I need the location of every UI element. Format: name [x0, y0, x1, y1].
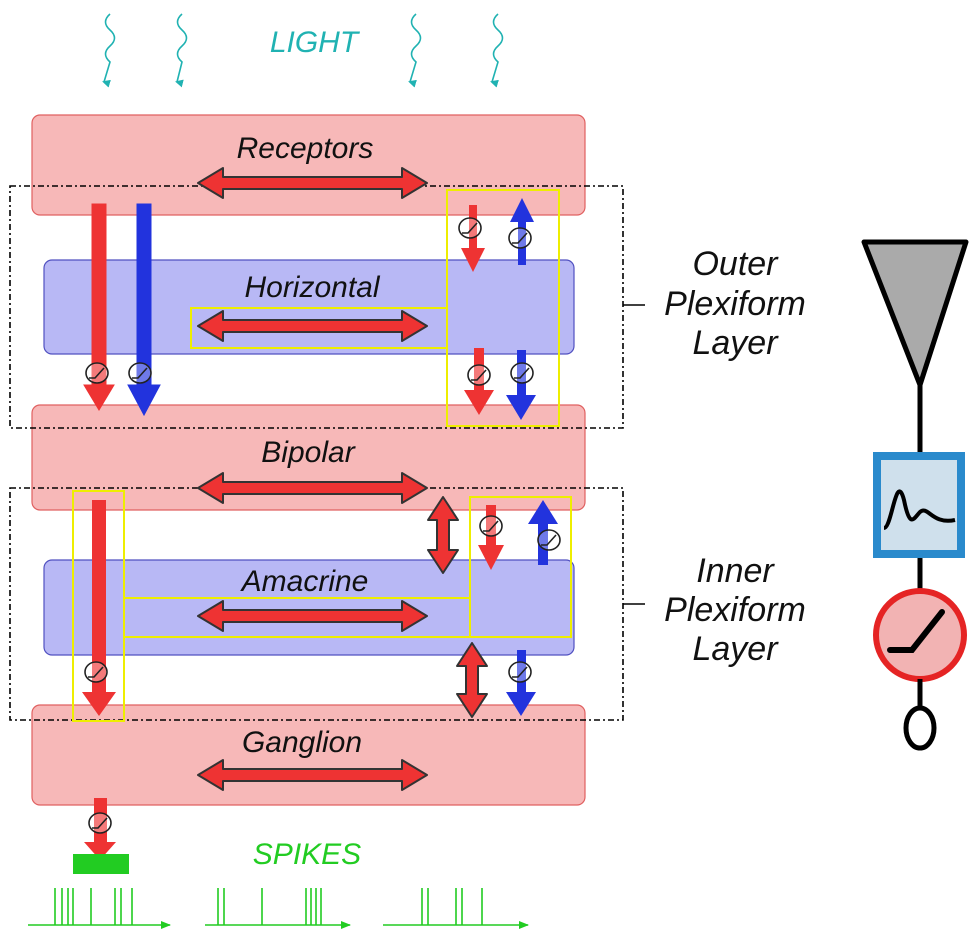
synapse-boxes [72, 189, 572, 722]
svg-text:Outer: Outer [692, 245, 779, 283]
synapse-icon [458, 217, 482, 239]
svg-text:Plexiform: Plexiform [664, 591, 806, 629]
outer-plexiform-box [9, 185, 624, 429]
synapse-icon [88, 812, 112, 834]
ganglion-layer [31, 704, 586, 806]
vertical-double-arrows [427, 496, 488, 718]
synapse-icon [537, 529, 561, 551]
svg-text:Plexiform: Plexiform [664, 285, 806, 323]
synapse-icon [85, 362, 109, 384]
lateral-arrows [197, 167, 428, 791]
bipolar-lateral-arrow [197, 472, 428, 504]
spike-generator [73, 854, 129, 874]
synapse-icon [84, 661, 108, 683]
svg-text:Inner: Inner [696, 552, 775, 590]
receptors-label: Receptors [237, 132, 374, 165]
synapse-icon [508, 227, 532, 249]
svg-text:Layer: Layer [692, 630, 779, 668]
bipolar-label: Bipolar [261, 436, 355, 469]
spikes-label: SPIKES [253, 838, 361, 871]
svg-text:Layer: Layer [692, 324, 779, 362]
light-label: LIGHT [270, 26, 361, 59]
dendrite-triangle-icon [861, 239, 969, 388]
horizontal-lateral-arrow [197, 310, 428, 342]
outer-plexiform-label: Outer Plexiform Layer [664, 245, 806, 362]
ganglion-label: Ganglion [242, 726, 362, 759]
neuron-model-icon [861, 239, 969, 751]
spike-output-icon [903, 705, 937, 751]
spike-trains [28, 888, 529, 929]
nonlinearity-icon [873, 588, 967, 682]
bipolar-layer [31, 404, 586, 511]
amacrine-label: Amacrine [240, 565, 369, 598]
horizontal-label: Horizontal [244, 271, 380, 304]
inner-plexiform-label: Inner Plexiform Layer [664, 552, 806, 668]
synapse-icon [508, 661, 532, 683]
synapse-symbols [84, 217, 561, 834]
synapse-icon [479, 515, 503, 537]
ganglion-lateral-arrow [197, 759, 428, 791]
amacrine-lateral-arrow [197, 600, 428, 632]
amacrine-layer [43, 559, 575, 656]
receptors-lateral-arrow [197, 167, 428, 199]
synapse-icon [128, 362, 152, 384]
light-arrows [102, 13, 504, 88]
synapse-icon [510, 362, 534, 384]
receptors-layer [31, 114, 586, 216]
synapse-icon [467, 364, 491, 386]
